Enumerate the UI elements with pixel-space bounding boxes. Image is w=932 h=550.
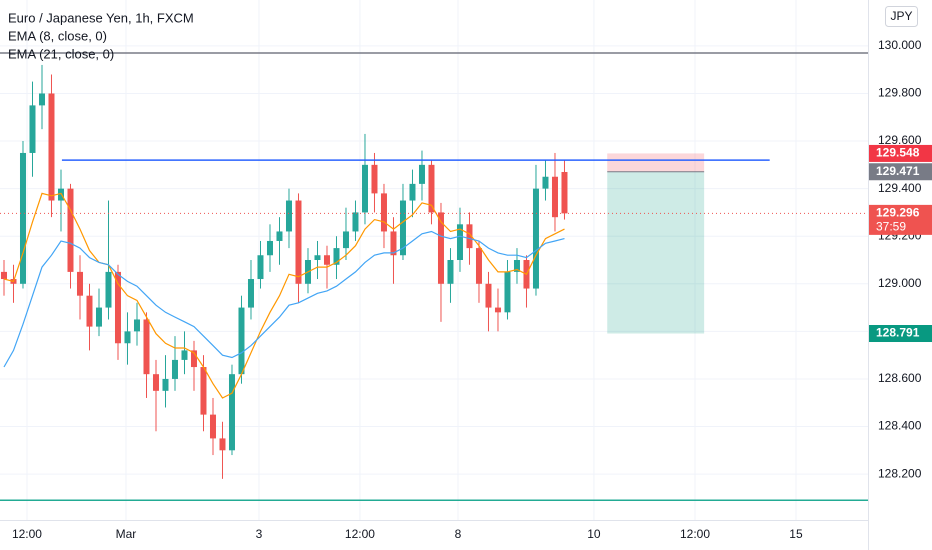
candle-body [447,260,454,284]
stop-zone [607,153,705,172]
candle-body [475,248,482,284]
candle-body [399,200,406,256]
candle-body [105,271,112,308]
candle-body [162,378,169,391]
candle-body [390,231,397,256]
y-tick-label: 129.800 [878,86,922,100]
price-label: 129.548 [876,146,920,160]
price-label: 129.296 [876,206,920,220]
plot [0,52,868,502]
candle-body [314,255,321,260]
candle-body [181,350,188,360]
x-tick-label: Mar [116,527,137,541]
candle-body [143,319,150,375]
target-zone [607,171,705,334]
y-tick-label: 130.000 [878,38,922,52]
candle-body [371,164,378,194]
candle-body [67,188,74,272]
candle-body [76,271,83,296]
candle-body [333,248,340,265]
candle-body [542,176,549,189]
candle-body [295,200,302,284]
price-label-bg [869,144,932,162]
x-tick-label: 8 [455,527,462,541]
candle-body [48,93,55,201]
indicator-label: EMA (8, close, 0) [8,28,107,43]
currency-label[interactable]: JPY [890,9,912,23]
candle-body [29,105,36,153]
candle-body [361,164,368,213]
candle-body [114,271,121,344]
x-tick-label: 15 [789,527,803,541]
candle-body [209,414,216,439]
candle-body [551,176,558,218]
chart-title: Euro / Japanese Yen, 1h, FXCM [8,10,194,25]
y-tick-label: 129.600 [878,133,922,147]
candle-body [418,164,425,184]
candle-body [276,231,283,241]
candle-body [437,212,444,284]
candle-body [266,240,273,256]
candle-body [219,438,226,451]
candle-body [323,255,330,265]
candle-body [513,260,520,272]
candle-body [133,319,140,332]
candle-body [247,279,254,308]
indicator-label: EMA (21, close, 0) [8,46,114,61]
candle-body [124,331,131,344]
candle-body [190,350,197,368]
candle-body [86,295,93,327]
price-label: 129.471 [876,164,920,178]
candle-body [200,367,207,415]
price-label-bg [869,204,932,235]
candle-body [342,231,349,249]
candle-body [380,193,387,232]
candle-body [228,374,235,451]
candle-body [152,374,159,391]
x-tick-label: 12:00 [680,527,710,541]
y-tick-label: 128.600 [878,371,922,385]
candle-body [532,188,539,289]
y-tick-label: 129.000 [878,276,922,290]
ema-line [3,230,565,368]
x-tick-label: 10 [587,527,601,541]
y-tick-label: 129.400 [878,181,922,195]
candle-body [257,255,264,280]
ema-line [3,192,565,399]
candle-body [95,307,102,327]
price-label: 128.791 [876,326,920,340]
candle-body [409,183,416,201]
candle-body [0,271,7,280]
candle-body [352,212,359,232]
y-tick-label: 128.200 [878,466,922,480]
candle-body [494,307,501,313]
x-tick-label: 3 [256,527,263,541]
x-tick-label: 12:00 [345,527,375,541]
candle-body [19,152,26,284]
price-label-bg [869,163,932,181]
axes: 128.200128.400128.600128.800129.000129.2… [12,38,932,541]
candle-body [485,283,492,308]
candle-body [428,164,435,213]
candle-body [171,359,178,379]
candle-body [466,224,473,249]
price-label-bg [869,325,932,343]
candle-body [561,171,568,214]
candle-body [456,224,463,260]
candle-body [38,93,45,106]
candle-body [504,271,511,313]
currency-button[interactable] [885,6,918,27]
candle-body [238,307,245,375]
countdown-label: 37:59 [876,220,906,234]
x-tick-label: 12:00 [12,527,42,541]
y-tick-label: 128.400 [878,419,922,433]
candle-body [285,200,292,232]
